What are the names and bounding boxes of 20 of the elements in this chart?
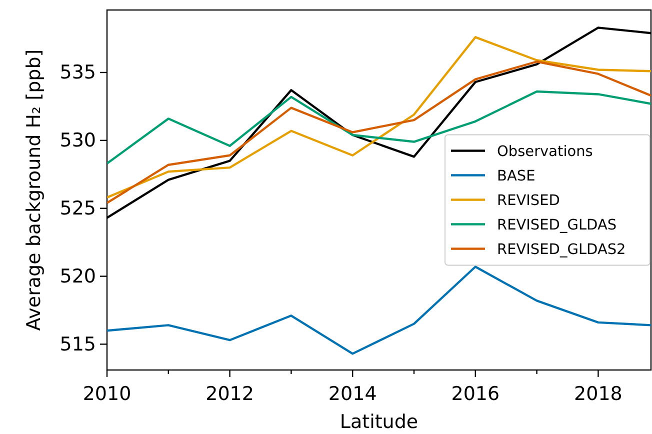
line-series (107, 266, 651, 355)
x-tick-label: 2012 (206, 382, 254, 405)
y-tick-label: 530 (60, 129, 96, 152)
x-tick-label: 2016 (451, 382, 500, 405)
y-tick-label: 535 (60, 62, 96, 84)
legend-label: Observations (497, 144, 593, 160)
line-series (107, 90, 651, 165)
legend-label: BASE (497, 168, 536, 184)
legend-label: REVISED_GLDAS (497, 217, 617, 234)
x-tick-label: 2014 (328, 382, 377, 405)
y-tick-label: 525 (60, 197, 96, 220)
y-axis-title: Average background H₂ [ppb] (23, 49, 45, 331)
legend-label: REVISED (497, 192, 560, 209)
legend-label: REVISED_GLDAS2 (497, 242, 626, 258)
x-tick-label: 2010 (82, 382, 132, 405)
x-tick-label: 2018 (574, 382, 622, 405)
y-tick-label: 515 (60, 333, 96, 356)
x-axis-title: Latitude (340, 411, 418, 433)
line-series (107, 60, 651, 204)
y-tick-label: 520 (60, 265, 96, 288)
